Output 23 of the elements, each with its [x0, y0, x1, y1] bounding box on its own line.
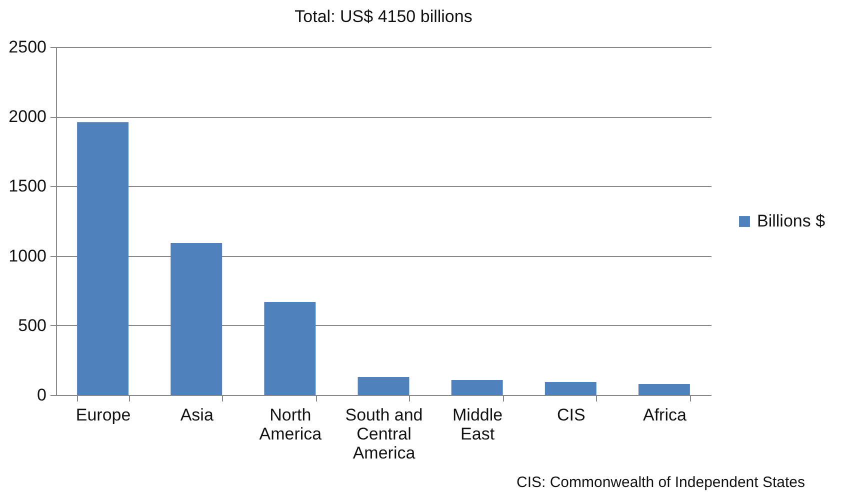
- text: CIS: Commonwealth of Independent States: [516, 474, 805, 491]
- y-tick-label: 2000: [8, 107, 46, 126]
- legend-label: Billions $: [757, 212, 826, 230]
- y-tick-label: 2500: [8, 38, 46, 56]
- x-tick-label: CIS: [556, 406, 586, 424]
- bar: [264, 302, 316, 395]
- x-tick-label: Africa: [642, 406, 687, 424]
- bar: [544, 382, 596, 395]
- bar: [638, 384, 690, 395]
- x-tick-label: Middle East: [452, 406, 503, 444]
- chart-title: Total: US$ 4150 billions: [294, 7, 472, 26]
- y-tick-label: 0: [37, 386, 46, 404]
- y-tick-label: 1500: [8, 176, 46, 196]
- x-tick-label: South and Central America: [345, 406, 423, 462]
- x-tick-label: Asia: [180, 406, 214, 424]
- bar: [77, 122, 129, 395]
- bar: [451, 380, 503, 395]
- bar: [170, 242, 222, 395]
- y-tick-label: 500: [18, 316, 46, 335]
- y-tick-label: 1000: [8, 246, 46, 266]
- bar: [358, 377, 410, 395]
- x-tick-label: Europe: [76, 406, 131, 424]
- x-tick-label: North America: [259, 406, 322, 444]
